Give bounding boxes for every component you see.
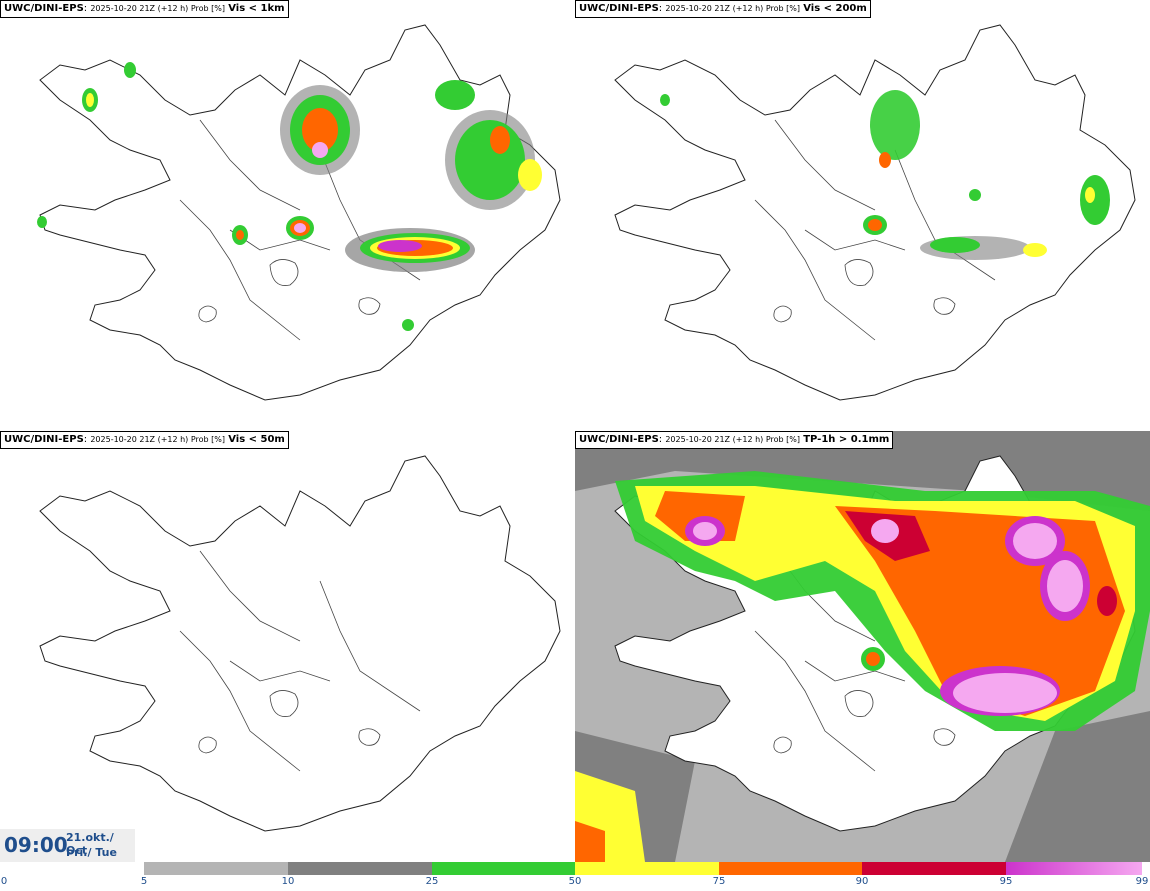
iceland-map [37,24,561,401]
colorbar-segment [575,862,719,875]
colorbar-segment [144,862,288,875]
map-panel-vis-200m: UWC/DINI-EPS: 2025-10-20 21Z (+12 h) Pro… [575,0,1150,431]
colorbar-segment [288,862,432,875]
panel-title: UWC/DINI-EPS: 2025-10-20 21Z (+12 h) Pro… [0,431,289,449]
valid-time-box: 09:00 21.okt./ Oct Þri./ Tue [0,829,135,862]
iceland-map [39,455,561,832]
probability-colorbar: 0 5 10 25 50 75 90 95 99 [0,862,1150,891]
map-panel-vis-1km: UWC/DINI-EPS: 2025-10-20 21Z (+12 h) Pro… [0,0,575,431]
colorbar-tick-label: 75 [712,876,726,887]
colorbar-tick-label: 99 [1135,876,1149,887]
valid-date: 21.okt./ Oct [66,831,114,857]
panel-title: UWC/DINI-EPS: 2025-10-20 21Z (+12 h) Pro… [0,0,289,18]
colorbar-tick-label: 50 [568,876,582,887]
colorbar-segment [1006,862,1142,875]
valid-time: 09:00 [4,833,68,857]
colorbar-tick-label: 5 [140,876,148,887]
panel-title: UWC/DINI-EPS: 2025-10-20 21Z (+12 h) Pro… [575,0,871,18]
colorbar-tick-label: 25 [425,876,439,887]
colorbar-segment [862,862,1006,875]
colorbar-segment [432,862,575,875]
colorbar-segment [0,862,144,875]
map-panel-precip: UWC/DINI-EPS: 2025-10-20 21Z (+12 h) Pro… [575,431,1150,862]
colorbar-tick-label: 90 [855,876,869,887]
probability-field [37,62,542,331]
colorbar-tick-label: 10 [281,876,295,887]
colorbar-segment [719,862,862,875]
iceland-map [614,24,1136,401]
probability-field [615,471,1150,731]
valid-day: Þri./ Tue [66,846,117,859]
probability-field [660,90,1110,260]
colorbar-tick-label: 95 [999,876,1013,887]
map-panel-vis-50m: UWC/DINI-EPS: 2025-10-20 21Z (+12 h) Pro… [0,431,575,862]
iceland-map [575,431,1150,862]
colorbar-tick-label: 0 [0,876,8,887]
panel-title: UWC/DINI-EPS: 2025-10-20 21Z (+12 h) Pro… [575,431,894,449]
